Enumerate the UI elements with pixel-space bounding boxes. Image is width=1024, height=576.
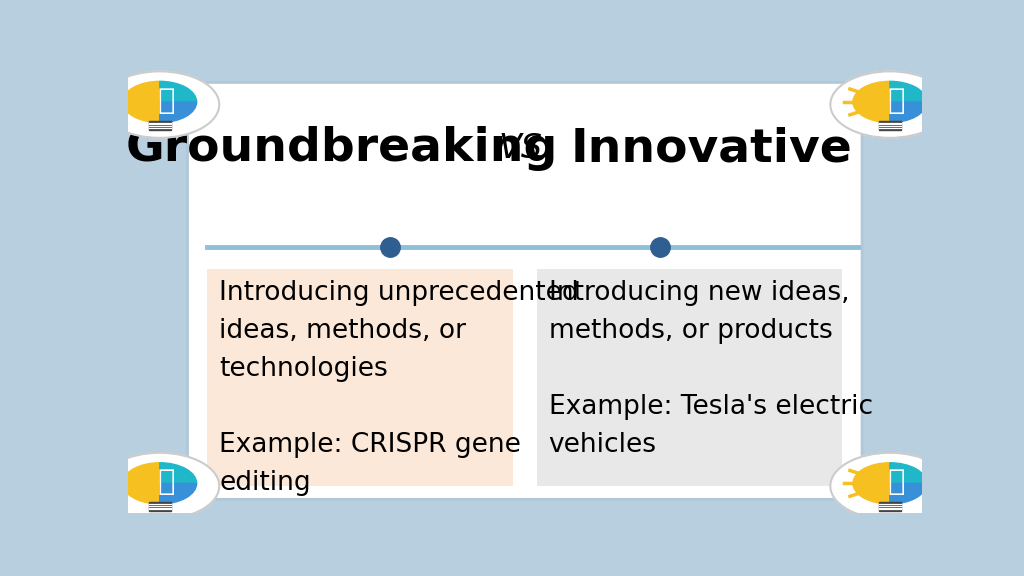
Wedge shape (890, 102, 927, 123)
Circle shape (830, 71, 949, 138)
Wedge shape (890, 463, 927, 483)
Wedge shape (853, 81, 890, 123)
Circle shape (100, 453, 219, 520)
Wedge shape (890, 81, 927, 102)
Text: Introducing new ideas,
methods, or products

Example: Tesla's electric
vehicles: Introducing new ideas, methods, or produ… (549, 280, 872, 458)
Text: 🌿: 🌿 (888, 468, 905, 497)
Bar (148, 121, 171, 130)
Text: VS: VS (499, 132, 543, 165)
Wedge shape (160, 483, 197, 504)
FancyBboxPatch shape (207, 268, 513, 486)
Bar (879, 121, 901, 130)
Text: Groundbreaking: Groundbreaking (126, 127, 558, 172)
Circle shape (830, 453, 949, 520)
Circle shape (100, 71, 219, 138)
Wedge shape (160, 81, 197, 102)
FancyBboxPatch shape (187, 82, 862, 499)
Text: Introducing unprecedented
ideas, methods, or
technologies

Example: CRISPR gene
: Introducing unprecedented ideas, methods… (219, 280, 579, 496)
Bar (148, 502, 171, 511)
Wedge shape (160, 102, 197, 123)
Text: 🌿: 🌿 (158, 468, 175, 497)
Wedge shape (123, 463, 160, 504)
Wedge shape (160, 463, 197, 483)
Bar (879, 502, 901, 511)
Wedge shape (890, 483, 927, 504)
Wedge shape (123, 81, 160, 123)
Text: 🌿: 🌿 (158, 87, 175, 115)
Text: 🌿: 🌿 (888, 87, 905, 115)
Wedge shape (853, 463, 890, 504)
Text: Innovative: Innovative (570, 127, 852, 172)
FancyBboxPatch shape (537, 268, 842, 486)
